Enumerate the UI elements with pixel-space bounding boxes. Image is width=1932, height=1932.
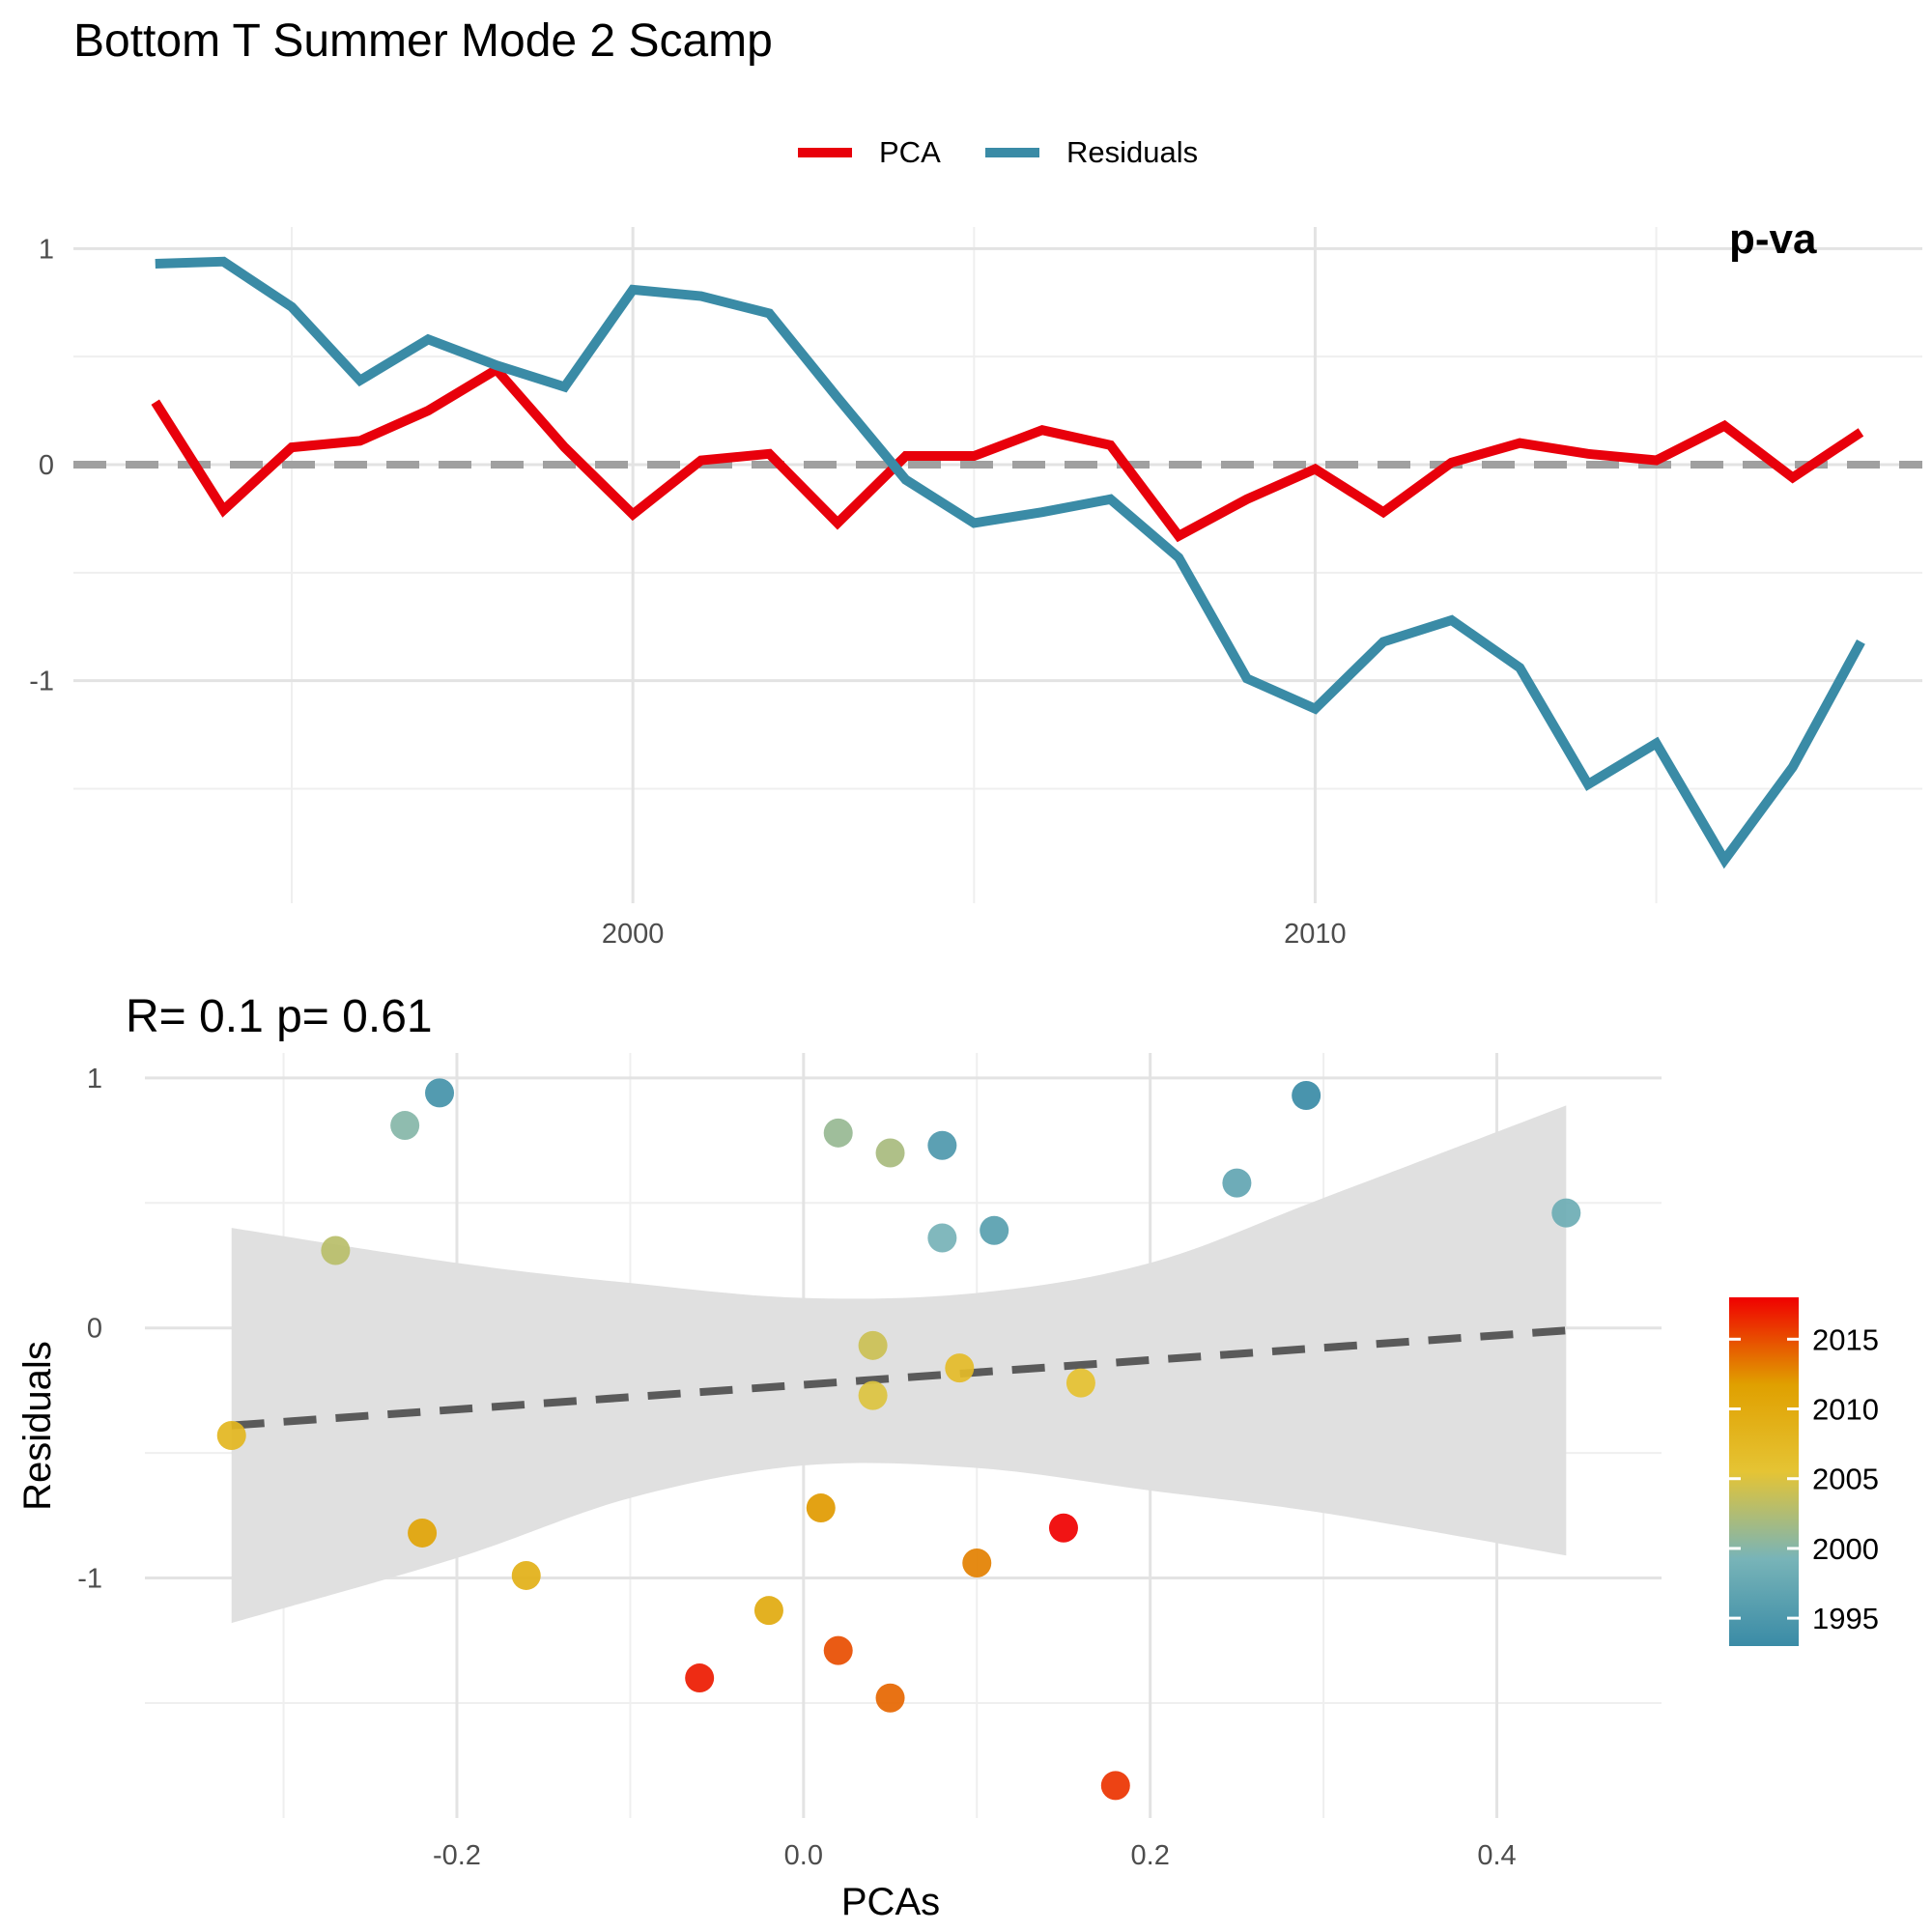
- pca-line: [151, 363, 1864, 543]
- chart-title: Bottom T Summer Mode 2 Scamp: [73, 15, 773, 67]
- regression-fit-line: [231, 1326, 1567, 1430]
- scatter-point: [1100, 1771, 1130, 1801]
- scatter-point: [425, 1078, 455, 1108]
- y-tick-label: 0: [39, 450, 54, 481]
- colorbar-tick-label: 1995: [1812, 1602, 1879, 1635]
- color-legend: 1995 2000 2005 2010 2015: [1729, 1297, 1879, 1646]
- y-tick-label: 1: [87, 1064, 102, 1094]
- bottom-y-tick-labels: -1 0 1: [77, 1064, 102, 1595]
- x-tick-label: 2000: [602, 919, 665, 950]
- x-tick-label: 0.0: [784, 1840, 823, 1871]
- colorbar-tick-label: 2010: [1812, 1393, 1879, 1427]
- residuals-line: [155, 256, 1865, 869]
- scatter-point: [858, 1380, 888, 1410]
- scatter-point: [1292, 1081, 1321, 1110]
- x-tick-label: 0.2: [1131, 1840, 1170, 1871]
- top-panel: -1 0 1 2000 2010 p-va: [29, 215, 1922, 950]
- colorbar-tick-label: 2015: [1812, 1322, 1879, 1356]
- x-axis-label: PCAs: [841, 1881, 940, 1923]
- scatter-point: [962, 1548, 992, 1577]
- scatter-point: [1065, 1368, 1095, 1398]
- top-series: [151, 256, 1865, 869]
- y-tick-label: -1: [77, 1564, 102, 1595]
- legend-label-residuals: Residuals: [1066, 135, 1198, 169]
- colorbar: [1729, 1297, 1799, 1646]
- legend-label-pca: PCA: [879, 135, 941, 169]
- top-y-tick-labels: -1 0 1: [29, 234, 54, 696]
- y-tick-label: 0: [87, 1314, 102, 1345]
- scatter-point: [685, 1663, 715, 1693]
- scatter-point: [408, 1518, 438, 1548]
- colorbar-tick-labels: 1995 2000 2005 2010 2015: [1729, 1322, 1879, 1635]
- correlation-subtitle: R= 0.1 p= 0.61: [126, 991, 433, 1042]
- x-tick-label: -0.2: [433, 1840, 481, 1871]
- scatter-point: [858, 1330, 888, 1360]
- legend: PCA Residuals: [798, 135, 1198, 169]
- scatter-point: [875, 1683, 905, 1713]
- scatter-point: [980, 1215, 1009, 1245]
- scatter-point: [321, 1236, 351, 1265]
- scatter-point: [823, 1118, 853, 1148]
- scatter-point: [927, 1223, 957, 1253]
- scatter-point: [390, 1111, 420, 1141]
- x-tick-label: 2010: [1284, 919, 1347, 950]
- scatter-point: [806, 1493, 836, 1523]
- y-axis-label: Residuals: [16, 1341, 59, 1511]
- scatter-point: [927, 1130, 957, 1160]
- colorbar-tick-label: 2005: [1812, 1463, 1879, 1496]
- x-tick-label: 0.4: [1477, 1840, 1516, 1871]
- confidence-band: [231, 1105, 1567, 1624]
- scatter-point: [753, 1596, 783, 1626]
- scatter-point: [1048, 1513, 1078, 1543]
- bottom-panel: R= 0.1 p= 0.61 -1 0 1 -0.2 0.0 0.2 0.4 PCAs R…: [16, 991, 1879, 1923]
- corner-annotation: p-va: [1729, 215, 1817, 263]
- scatter-point: [511, 1560, 541, 1590]
- scatter-points: [216, 1078, 1581, 1801]
- scatter-point: [1222, 1168, 1252, 1198]
- top-x-tick-labels: 2000 2010: [602, 919, 1347, 950]
- colorbar-tick-label: 2000: [1812, 1532, 1879, 1566]
- scatter-point: [216, 1421, 246, 1450]
- scatter-point: [1551, 1198, 1581, 1228]
- scatter-point: [875, 1138, 905, 1168]
- scatter-point: [945, 1353, 975, 1383]
- bottom-x-tick-labels: -0.2 0.0 0.2 0.4: [433, 1840, 1517, 1871]
- y-tick-label: 1: [39, 234, 54, 265]
- top-grid: [73, 227, 1922, 903]
- y-tick-label: -1: [29, 667, 54, 697]
- scatter-point: [823, 1635, 853, 1665]
